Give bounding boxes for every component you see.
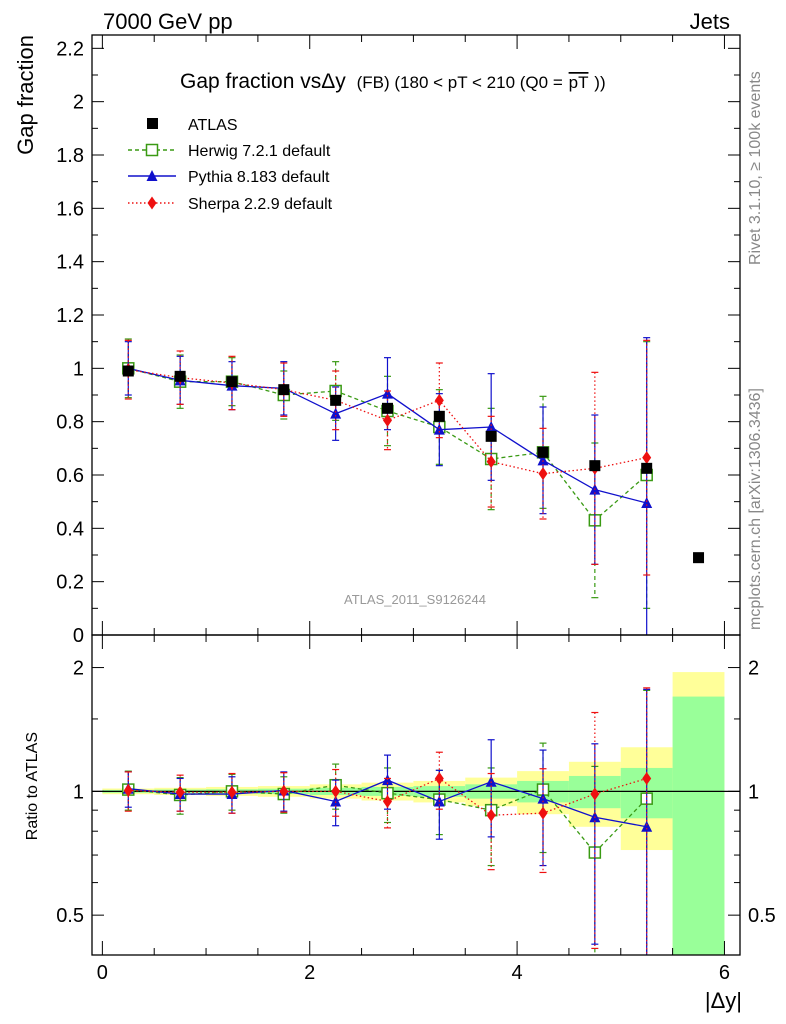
main-sherpa-point	[434, 393, 444, 407]
main-title-overline: pT	[569, 73, 589, 92]
main-ytick-label: 1.8	[56, 145, 84, 167]
ratio-ytick-label: 1	[73, 781, 84, 803]
legend-pythia-marker	[146, 170, 158, 181]
x-axis-label: |Δy|	[705, 988, 742, 1013]
ratio-sherpa-point	[279, 784, 289, 798]
main-pythia-point	[330, 407, 342, 419]
legend-herwig-label: Herwig 7.2.1 default	[188, 143, 331, 160]
ratio-sherpa-point	[642, 771, 652, 785]
main-data-point	[122, 365, 134, 377]
ratio-sherpa	[123, 687, 652, 955]
ratio-frame	[91, 634, 741, 956]
x-tick-label: 4	[512, 962, 523, 984]
ratio-pythia-point	[641, 820, 653, 832]
ratio-sherpa-point	[382, 794, 392, 808]
main-ytick-label: 1.6	[56, 198, 84, 220]
main-y-label: Gap fraction	[13, 35, 38, 155]
main-ytick-label: 2.2	[56, 38, 84, 60]
ratio-band-inner	[672, 696, 725, 955]
main-ytick-label: 1	[73, 358, 84, 380]
main-sherpa-point	[382, 413, 392, 427]
main-data-point	[537, 446, 549, 458]
main-ytick-label: 1.4	[56, 252, 84, 274]
legend-atlas-label: ATLAS	[188, 117, 238, 134]
x-tick-label: 2	[304, 962, 315, 984]
main-title: Gap fraction vsΔy (FB) (180 < pT < 210 (…	[180, 70, 606, 93]
main-data-point	[226, 376, 238, 388]
main-pythia-point	[381, 387, 393, 399]
main-title-main: Gap fraction vsΔy	[180, 70, 346, 93]
main-ytick-label: 0.8	[56, 412, 84, 434]
ratio-sherpa-point	[538, 806, 548, 820]
main-ytick-label: 0.6	[56, 465, 84, 487]
main-sherpa-point	[642, 451, 652, 465]
legend: ATLAS Herwig 7.2.1 default Pythia 8.183 …	[128, 117, 333, 213]
ratio-panel: Ratio to ATLAS 0.5 0.5 1 1 2 2 0 2 4 6 |Δy|	[24, 634, 776, 1013]
ratio-ytick-label: 2	[73, 658, 84, 680]
main-ytick-label: 2	[73, 92, 84, 114]
ratio-y-label: Ratio to ATLAS	[24, 732, 41, 840]
main-plot-area	[92, 35, 740, 635]
main-data-point	[589, 460, 601, 472]
legend-atlas-marker	[147, 118, 158, 129]
main-ytick-label: 1.2	[56, 305, 84, 327]
ratio-sherpa-point	[486, 808, 496, 822]
main-panel: Gap fraction Gap fraction vsΔy (FB) (180…	[13, 34, 741, 647]
ratio-sherpa-point	[227, 785, 237, 799]
main-data-point	[485, 430, 497, 442]
main-sherpa-point	[486, 455, 496, 469]
main-data-point	[433, 410, 445, 422]
main-data	[122, 365, 705, 564]
header-right: Jets	[690, 9, 730, 34]
main-data-point	[641, 462, 653, 474]
ratio-ytick-label-right: 0.5	[748, 905, 776, 927]
legend-pythia-label: Pythia 8.183 default	[188, 169, 330, 186]
main-title-detail: (FB) (180 < pT < 210 (Q0 =	[357, 73, 563, 92]
main-data-point	[174, 370, 186, 382]
ratio-sherpa-point	[434, 771, 444, 785]
watermark: ATLAS_2011_S9126244	[344, 592, 486, 607]
legend-sherpa-label: Sherpa 2.2.9 default	[188, 196, 333, 213]
ratio-pythia-point	[485, 775, 497, 787]
ratio-ytick-label-right: 1	[748, 781, 759, 803]
main-data-point	[693, 552, 705, 564]
main-title-end: ))	[594, 73, 605, 92]
legend-sherpa-marker	[147, 196, 157, 210]
main-pythia-point	[641, 497, 653, 508]
ratio-ytick-label-right: 2	[748, 658, 759, 680]
main-ytick-label: 0.4	[56, 518, 84, 540]
header-left: 7000 GeV pp	[103, 9, 233, 34]
main-sherpa-point	[538, 467, 548, 481]
main-pythia-point	[433, 423, 445, 435]
ratio-ytick-label: 0.5	[56, 905, 84, 927]
ratio-sherpa-point	[331, 784, 341, 798]
ratio-sherpa-point	[590, 787, 600, 801]
x-tick-label: 0	[97, 962, 108, 984]
main-data-point	[330, 394, 342, 406]
main-pythia-point	[537, 454, 549, 466]
legend-herwig-marker	[145, 143, 159, 157]
x-tick-label: 6	[719, 962, 730, 984]
ratio-sherpa-point	[123, 783, 133, 797]
rivet-label: Rivet 3.1.10, ≥ 100k events	[747, 71, 764, 265]
main-pythia-point	[485, 421, 497, 432]
ratio-pythia-point	[330, 795, 342, 807]
main-data-point	[381, 402, 393, 414]
main-ytick-label: 0	[73, 625, 84, 647]
main-data-point	[278, 384, 290, 396]
mcplots-label: mcplots.cern.ch [arXiv:1306.3436]	[747, 388, 764, 630]
main-ytick-label: 0.2	[56, 572, 84, 594]
ratio-sherpa-point	[175, 785, 185, 799]
